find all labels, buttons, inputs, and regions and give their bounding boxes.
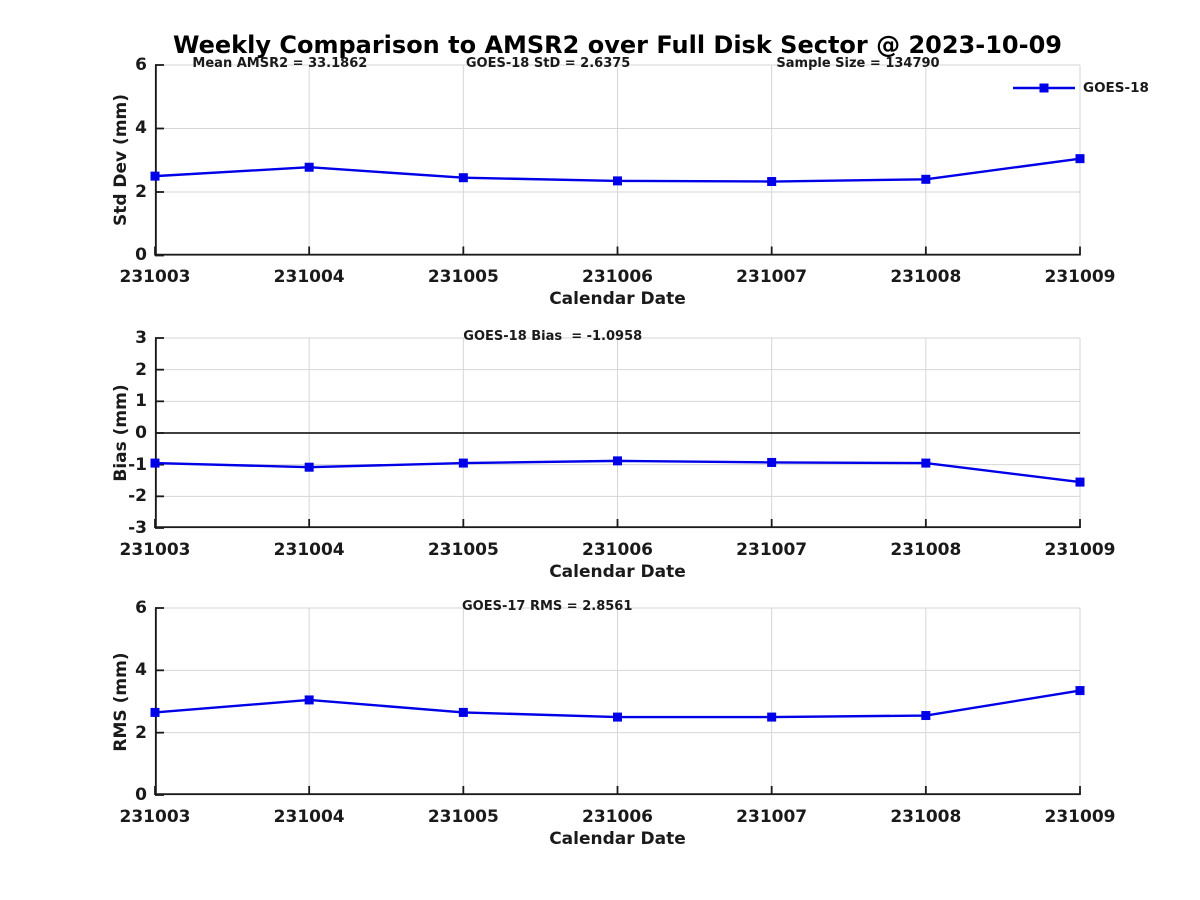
- legend: GOES-18: [1013, 80, 1149, 96]
- x-tick-label: 231007: [736, 807, 808, 827]
- x-tick-label: 231005: [427, 267, 499, 287]
- y-tick-label: -2: [128, 486, 147, 507]
- rms-data-point: [921, 711, 931, 721]
- std-dev-data-point: [767, 176, 777, 186]
- x-tick-label: 231006: [582, 807, 653, 827]
- x-tick-label: 231008: [890, 807, 962, 827]
- bias-plot-canvas: [150, 337, 1085, 529]
- x-tick-label: 231007: [736, 540, 808, 560]
- legend-label: GOES-18: [1083, 80, 1149, 96]
- rms-data-point: [1075, 686, 1085, 696]
- std-dev-y-axis-label: Std Dev (mm): [111, 93, 131, 226]
- std-dev-data-point: [150, 171, 160, 181]
- rms-annotation: GOES-17 RMS = 2.8561: [461, 599, 633, 614]
- bias-data-point: [767, 457, 777, 467]
- y-tick-label: 4: [135, 118, 147, 138]
- bias-y-axis-label: Bias (mm): [111, 384, 131, 482]
- y-tick-label: -1: [128, 454, 147, 475]
- y-tick-label: 6: [135, 598, 147, 618]
- x-tick-label: 231004: [273, 540, 345, 560]
- x-tick-label: 231004: [273, 267, 345, 287]
- x-tick-label: 231008: [890, 267, 962, 287]
- x-tick-label: 231003: [119, 807, 191, 827]
- x-tick-label: 231007: [736, 267, 808, 287]
- rms-x-axis-label: Calendar Date: [549, 829, 686, 849]
- rms-data-point: [767, 712, 777, 722]
- bias-x-axis-label: Calendar Date: [549, 562, 686, 582]
- figure-title: Weekly Comparison to AMSR2 over Full Dis…: [173, 31, 1062, 59]
- y-tick-label: 0: [135, 785, 147, 805]
- bias-data-point: [1075, 477, 1085, 487]
- y-tick-label: 0: [135, 245, 147, 265]
- std-dev-data-point: [1075, 153, 1085, 163]
- rms-y-axis-label: RMS (mm): [111, 651, 131, 752]
- y-tick-label: 0: [135, 423, 147, 443]
- y-tick-label: 4: [135, 660, 147, 681]
- bias-data-point: [150, 458, 160, 468]
- x-tick-label: 231006: [582, 540, 653, 560]
- bias-data-point: [458, 458, 468, 468]
- y-tick-label: 2: [135, 181, 147, 202]
- rms-data-point: [458, 707, 468, 717]
- bias-data-point: [304, 462, 314, 472]
- legend-line-marker-icon: [1013, 83, 1075, 93]
- y-tick-label: 1: [135, 391, 147, 412]
- x-tick-label: 231009: [1044, 807, 1116, 827]
- bias-annotation: GOES-18 Bias = -1.0958: [463, 329, 643, 344]
- bias-data-point: [921, 458, 931, 468]
- y-tick-label: 6: [135, 54, 147, 75]
- rms-data-point: [304, 695, 314, 705]
- y-tick-label: -3: [128, 518, 147, 538]
- std-dev-annotation: Sample Size = 134790: [776, 55, 940, 71]
- x-tick-label: 231009: [1044, 267, 1116, 287]
- x-tick-label: 231004: [273, 807, 345, 827]
- std-dev-data-point: [613, 175, 622, 185]
- std-dev-data-point: [458, 172, 468, 182]
- std-dev-data-point: [304, 162, 314, 172]
- x-tick-label: 231006: [582, 267, 653, 287]
- std-dev-annotation: Mean AMSR2 = 33.1862: [192, 55, 368, 71]
- rms-data-point: [150, 707, 160, 717]
- rms-plot-canvas: [150, 607, 1085, 796]
- y-tick-label: 2: [135, 359, 147, 380]
- x-tick-label: 231005: [427, 807, 499, 827]
- x-tick-label: 231005: [427, 540, 499, 560]
- std-dev-annotation: GOES-18 StD = 2.6375: [465, 55, 631, 71]
- std-dev-data-point: [921, 174, 931, 184]
- x-tick-label: 231003: [119, 540, 191, 560]
- bias-data-point: [613, 456, 622, 466]
- x-tick-label: 231009: [1044, 540, 1116, 560]
- rms-data-point: [613, 712, 622, 722]
- y-tick-label: 3: [135, 328, 147, 348]
- std-dev-plot-canvas: [150, 63, 1085, 256]
- x-tick-label: 231003: [119, 267, 191, 287]
- std-dev-x-axis-label: Calendar Date: [549, 289, 686, 309]
- x-tick-label: 231008: [890, 540, 962, 560]
- y-tick-label: 2: [135, 722, 147, 743]
